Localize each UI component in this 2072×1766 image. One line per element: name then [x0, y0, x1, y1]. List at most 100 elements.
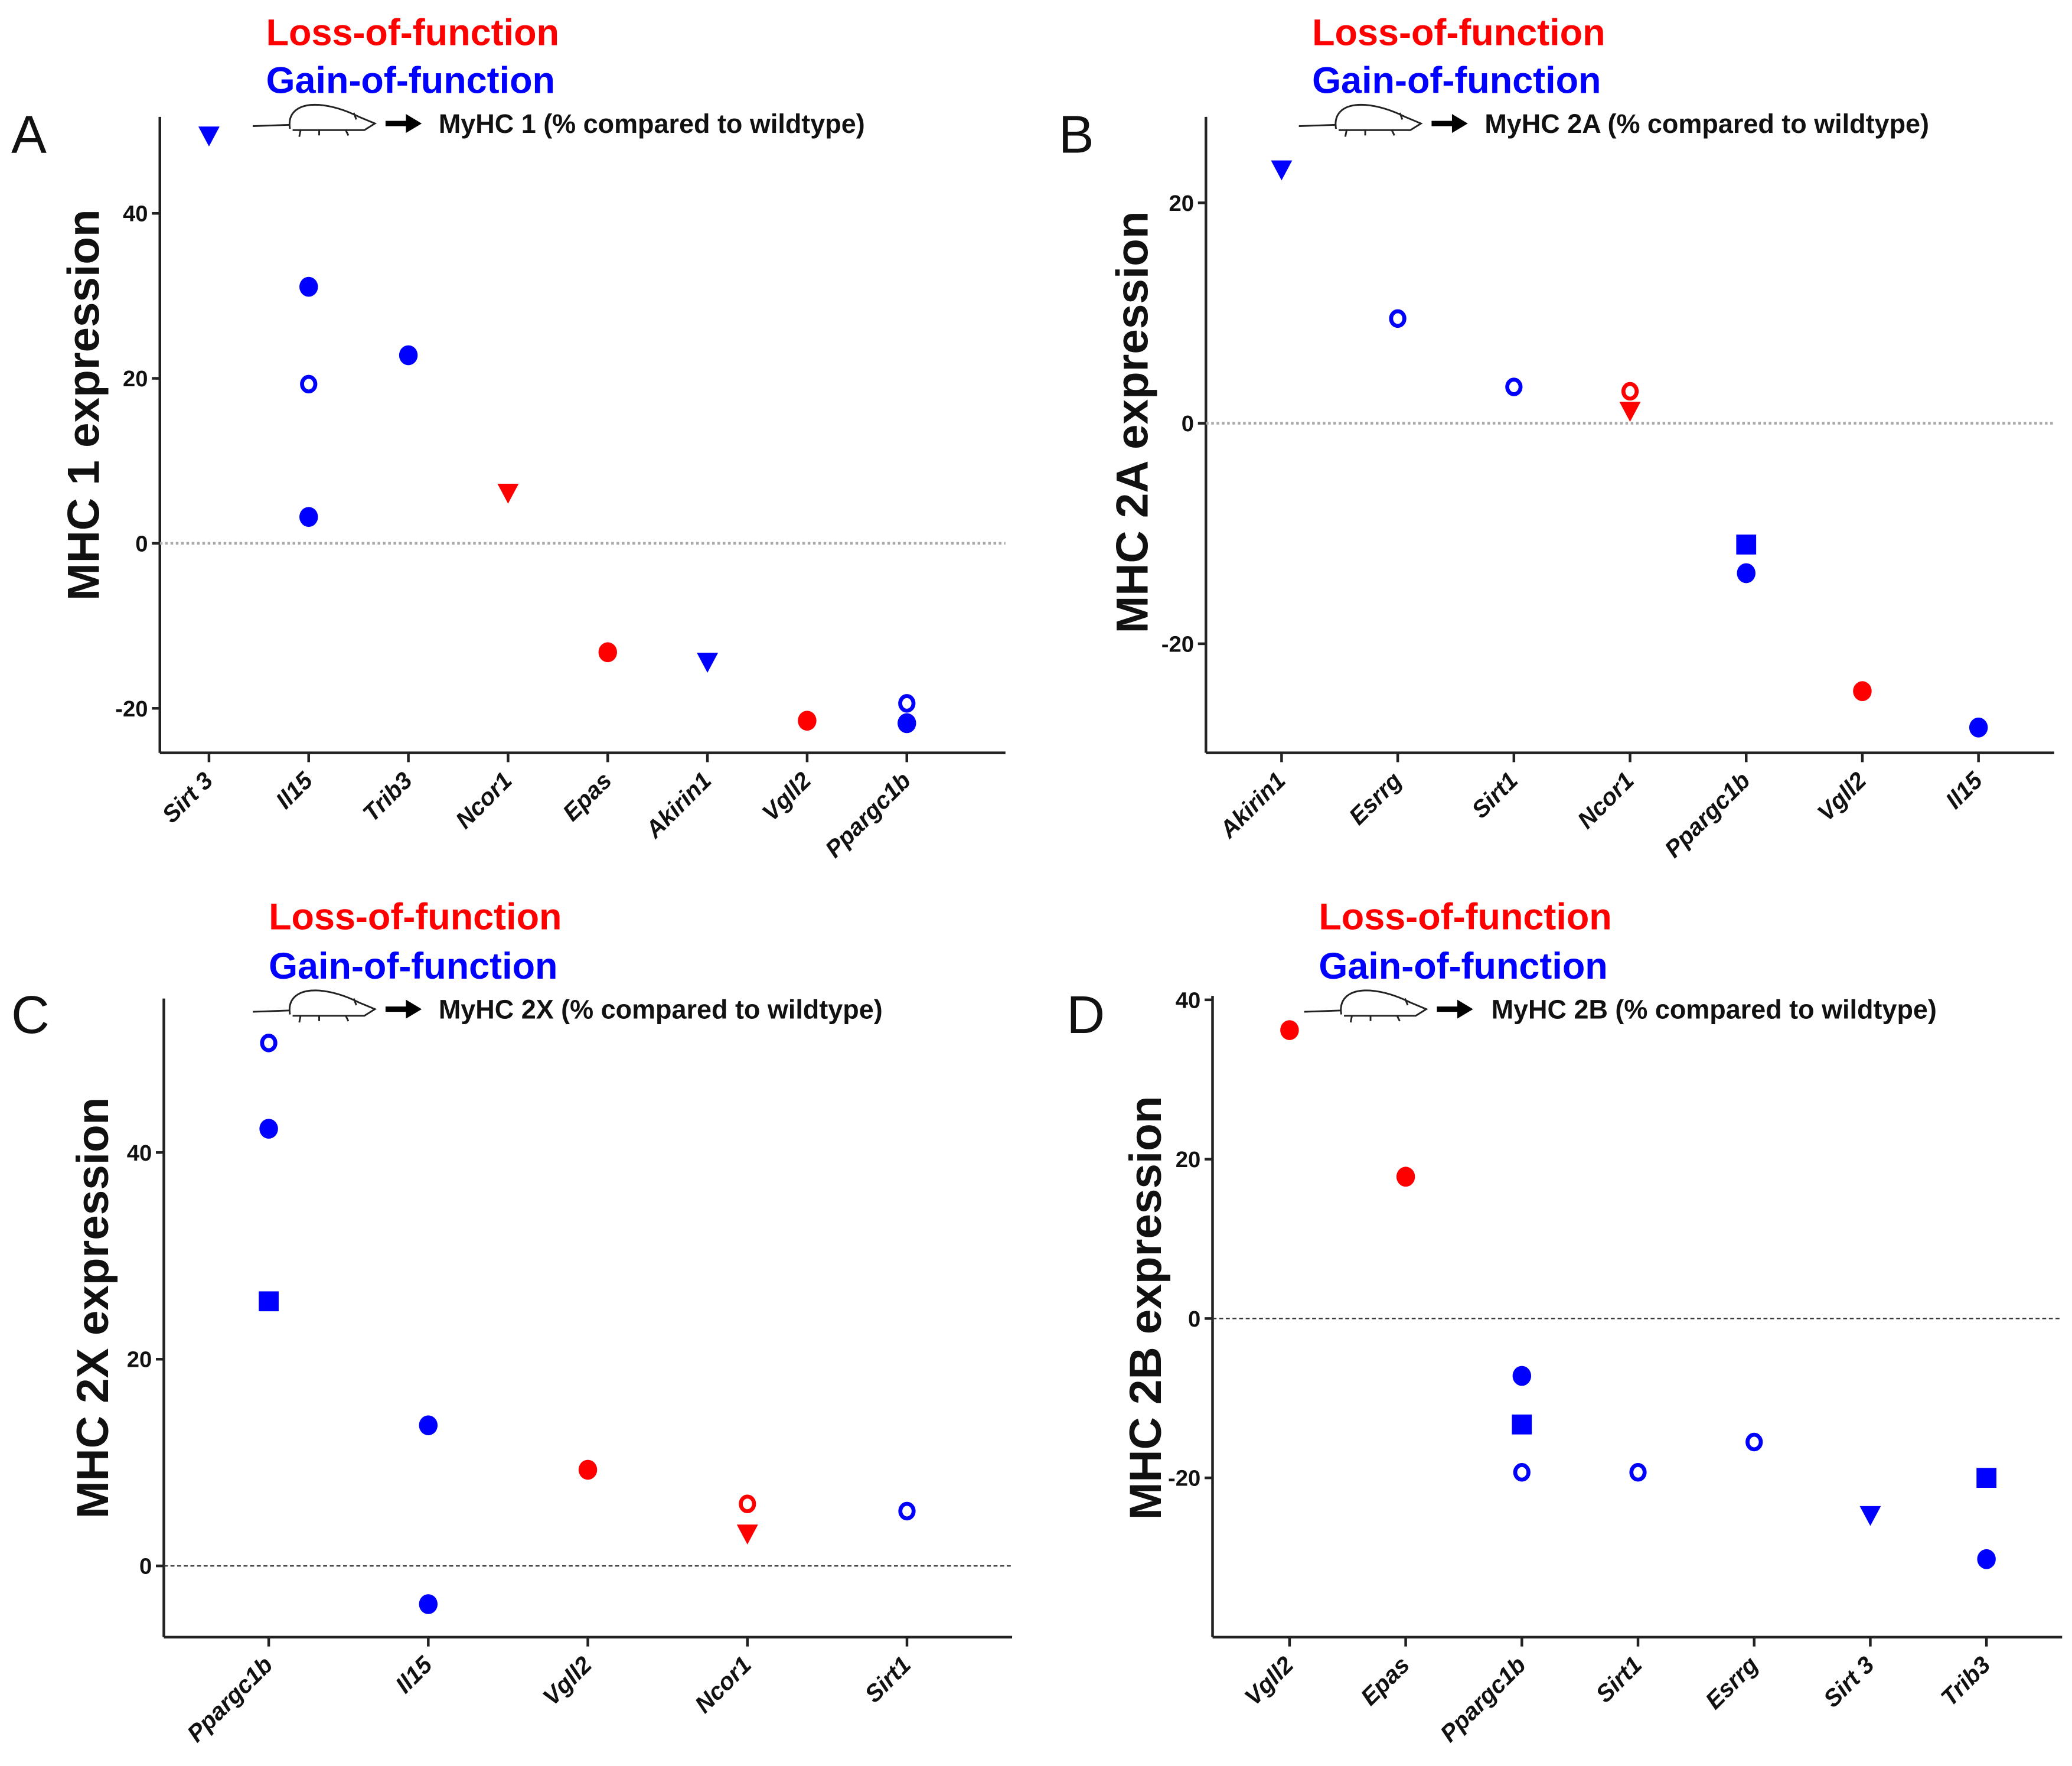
x-tick-label: Vgll2	[756, 767, 816, 826]
x-tick-label: Esrrg	[1700, 1651, 1763, 1714]
chart-title: MyHC 2B (% compared to wildtype)	[1492, 994, 1937, 1024]
y-tick-label: 0	[1182, 411, 1194, 436]
y-tick-label: 20	[1169, 191, 1195, 216]
y-tick-label: 20	[123, 366, 148, 392]
mouse-outline	[253, 989, 377, 1023]
legend-loss: Loss-of-function	[269, 897, 562, 938]
y-axis-label: MHC 1 expression	[58, 209, 109, 601]
x-tick-label: Ncor1	[450, 767, 517, 834]
data-point-gain	[1745, 1432, 1763, 1452]
x-tick-label: Epas	[557, 767, 617, 826]
y-axis-label: MHC 2X expression	[68, 1097, 118, 1519]
x-tick-label: Akirin1	[639, 767, 716, 843]
x-tick-label: Epas	[1355, 1651, 1415, 1710]
x-tick-label: Il15	[270, 767, 318, 814]
x-tick-label: Sirt1	[1590, 1651, 1647, 1708]
x-tick-label: Ncor1	[1572, 767, 1639, 834]
x-tick-label: Sirt1	[859, 1651, 916, 1708]
data-point-loss	[736, 1524, 758, 1545]
data-point-gain	[1505, 377, 1523, 396]
data-point-gain	[259, 1119, 278, 1139]
panel-letter: B	[1059, 106, 1094, 165]
mouse-outline	[1298, 103, 1423, 137]
legend-gain: Gain-of-function	[269, 946, 557, 987]
data-point-gain	[1977, 1549, 1996, 1569]
mouse-outline	[1304, 989, 1428, 1023]
x-tick-label: Esrrg	[1343, 767, 1407, 830]
data-point-gain	[419, 1415, 438, 1436]
legend-gain: Gain-of-function	[1319, 946, 1607, 987]
x-tick-label: Ppargc1b	[820, 767, 916, 863]
data-point-gain	[1859, 1506, 1881, 1526]
data-point-loss	[798, 711, 817, 731]
arrow-head-icon	[406, 999, 422, 1019]
data-point-gain	[898, 694, 916, 713]
data-point-gain	[1513, 1462, 1531, 1482]
panel-letter: D	[1066, 986, 1105, 1045]
data-point-loss	[1621, 382, 1639, 401]
data-point-loss	[1619, 402, 1641, 422]
y-tick-label: -20	[1168, 1466, 1200, 1491]
y-tick-label: 40	[1176, 988, 1201, 1013]
x-tick-label: Il15	[390, 1651, 438, 1699]
y-axis-label: MHC 2B expression	[1121, 1096, 1171, 1520]
data-point-gain	[1629, 1462, 1647, 1482]
data-point-loss	[1853, 681, 1872, 702]
y-tick-label: -20	[115, 696, 148, 722]
data-point-loss	[578, 1459, 598, 1480]
data-point-gain	[1271, 160, 1293, 181]
mouse-icon	[1298, 103, 1468, 137]
data-point-gain	[697, 653, 719, 673]
data-point-gain	[1969, 717, 1988, 738]
legend-loss: Loss-of-function	[266, 12, 559, 53]
legend-loss: Loss-of-function	[1319, 897, 1611, 938]
legend-loss: Loss-of-function	[1312, 12, 1605, 53]
y-tick-label: -20	[1161, 631, 1194, 657]
x-tick-label: Sirt 3	[156, 767, 218, 828]
data-point-gain	[300, 374, 318, 394]
data-point-gain	[1512, 1366, 1532, 1386]
data-point-gain	[299, 507, 318, 527]
x-tick-label: Vgll2	[537, 1651, 597, 1710]
panel-b: B Loss-of-function Gain-of-function MyHC 2A…	[1059, 12, 2054, 863]
legend-gain: Gain-of-function	[266, 60, 555, 101]
y-tick-label: 0	[1188, 1306, 1200, 1332]
x-tick-label: Vgll2	[1239, 1651, 1298, 1710]
y-tick-label: 0	[139, 1554, 152, 1579]
data-point-gain	[399, 345, 418, 366]
data-point-gain	[299, 276, 318, 297]
data-point-gain	[898, 1501, 916, 1521]
chart-title: MyHC 1 (% compared to wildtype)	[439, 109, 865, 139]
x-tick-label: Ppargc1b	[1659, 767, 1756, 863]
data-point-gain	[1976, 1468, 1997, 1488]
y-tick-label: 40	[123, 201, 148, 227]
data-point-loss	[1280, 1020, 1299, 1040]
data-point-gain	[1736, 535, 1757, 555]
x-tick-label: Trib3	[357, 767, 417, 827]
mouse-outline	[253, 103, 377, 137]
data-point-gain	[898, 713, 916, 734]
panel-letter: C	[11, 986, 50, 1045]
y-tick-label: 20	[1176, 1147, 1201, 1172]
x-tick-label: Sirt1	[1466, 767, 1523, 823]
data-point-loss	[598, 642, 617, 663]
x-tick-label: Ncor1	[690, 1651, 757, 1718]
legend-gain: Gain-of-function	[1312, 60, 1601, 101]
data-point-gain	[260, 1034, 278, 1053]
x-tick-label: Akirin1	[1214, 767, 1291, 843]
chart-title: MyHC 2A (% compared to wildtype)	[1484, 109, 1929, 139]
data-point-loss	[739, 1494, 756, 1513]
data-point-gain	[198, 126, 220, 146]
y-tick-label: 0	[135, 531, 148, 556]
y-tick-label: 20	[127, 1347, 152, 1373]
y-axis-label: MHC 2A expression	[1107, 211, 1157, 633]
mouse-icon	[253, 103, 422, 137]
arrow-head-icon	[1457, 999, 1473, 1019]
chart-title: MyHC 2X (% compared to wildtype)	[439, 994, 883, 1024]
mouse-icon	[253, 989, 422, 1023]
mouse-icon	[1304, 989, 1473, 1023]
panel-d: D Loss-of-function Gain-of-function MyHC 2B…	[1066, 897, 2063, 1747]
panel-letter: A	[11, 106, 47, 165]
x-tick-label: Ppargc1b	[182, 1651, 278, 1747]
